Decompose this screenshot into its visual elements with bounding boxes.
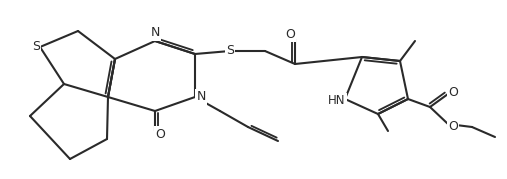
Text: O: O	[448, 120, 458, 132]
Text: N: N	[196, 91, 206, 103]
Text: HN: HN	[328, 95, 346, 108]
Text: O: O	[155, 127, 165, 141]
Text: N: N	[150, 26, 160, 40]
Text: S: S	[226, 45, 234, 57]
Text: S: S	[32, 40, 40, 54]
Text: O: O	[285, 28, 295, 40]
Text: O: O	[448, 86, 458, 98]
